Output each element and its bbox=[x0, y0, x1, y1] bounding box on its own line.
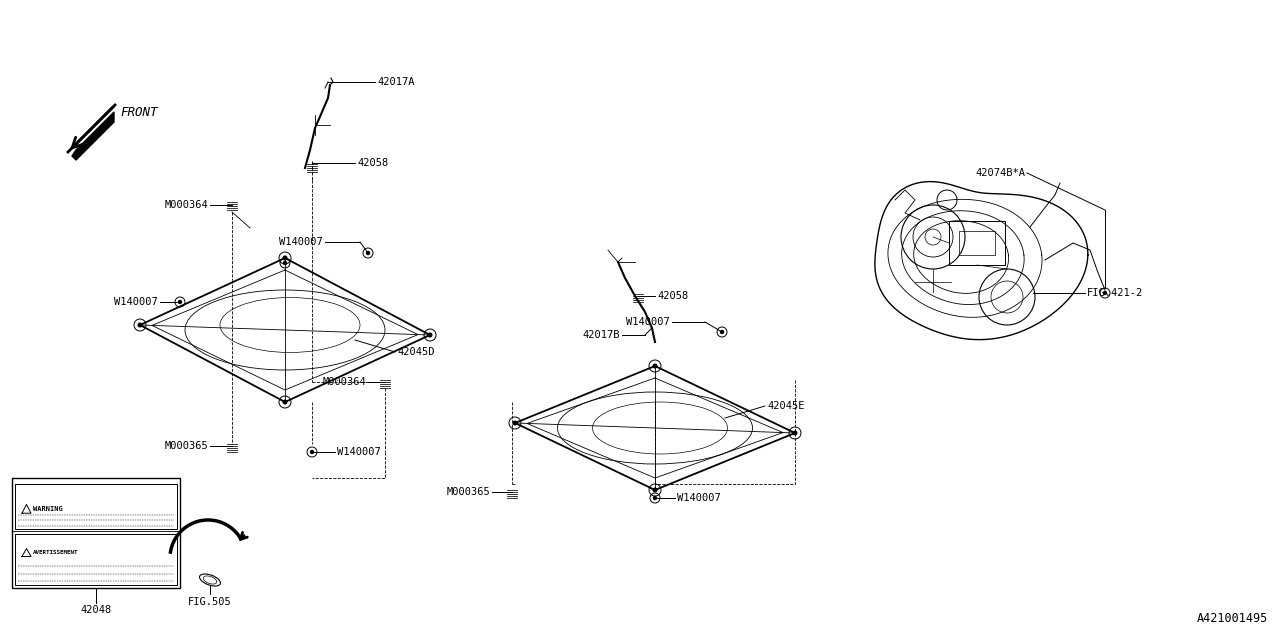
Text: 42045E: 42045E bbox=[767, 401, 805, 411]
Circle shape bbox=[1103, 291, 1106, 294]
Text: 42058: 42058 bbox=[357, 158, 388, 168]
Text: FIG.421-2: FIG.421-2 bbox=[1087, 288, 1143, 298]
Text: 42048: 42048 bbox=[81, 605, 111, 615]
Circle shape bbox=[366, 252, 370, 255]
Bar bbox=[948, 221, 1005, 265]
Text: M000365: M000365 bbox=[447, 487, 490, 497]
Circle shape bbox=[653, 364, 657, 368]
Text: FIG.505: FIG.505 bbox=[188, 597, 232, 607]
Circle shape bbox=[794, 431, 796, 435]
Circle shape bbox=[138, 323, 142, 327]
Text: 42017B: 42017B bbox=[582, 330, 620, 340]
Bar bbox=[12, 478, 180, 588]
Text: 42017A: 42017A bbox=[378, 77, 415, 87]
Circle shape bbox=[283, 262, 287, 264]
Text: 42058: 42058 bbox=[657, 291, 689, 301]
Text: M000365: M000365 bbox=[164, 441, 209, 451]
Circle shape bbox=[283, 256, 287, 260]
Circle shape bbox=[178, 301, 182, 303]
Text: W140007: W140007 bbox=[337, 447, 380, 457]
Bar bbox=[959, 231, 995, 255]
Circle shape bbox=[653, 488, 657, 492]
Text: A421001495: A421001495 bbox=[1197, 611, 1268, 625]
Text: FRONT: FRONT bbox=[120, 106, 157, 118]
Circle shape bbox=[429, 333, 431, 337]
Polygon shape bbox=[72, 112, 114, 160]
Text: W140007: W140007 bbox=[114, 297, 157, 307]
Circle shape bbox=[513, 421, 517, 425]
Circle shape bbox=[721, 330, 723, 333]
Bar bbox=[15, 534, 177, 585]
Text: W140007: W140007 bbox=[626, 317, 669, 327]
Text: 42045D: 42045D bbox=[397, 347, 434, 357]
Text: M000364: M000364 bbox=[164, 200, 209, 210]
Text: WARNING: WARNING bbox=[33, 506, 63, 512]
Circle shape bbox=[311, 451, 314, 454]
Circle shape bbox=[654, 497, 657, 499]
Text: M000364: M000364 bbox=[323, 377, 366, 387]
Text: AVERTISSEMENT: AVERTISSEMENT bbox=[33, 550, 78, 555]
Bar bbox=[15, 484, 177, 529]
Text: W140007: W140007 bbox=[677, 493, 721, 503]
Text: 42074B*A: 42074B*A bbox=[975, 168, 1025, 178]
Text: W140007: W140007 bbox=[279, 237, 323, 247]
Circle shape bbox=[283, 400, 287, 404]
